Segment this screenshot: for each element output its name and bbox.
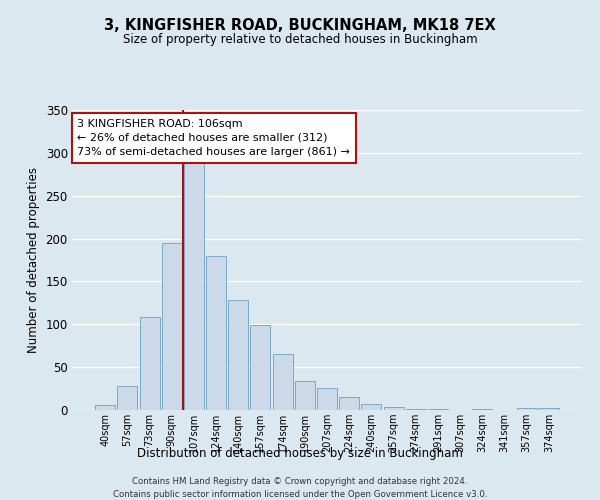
Text: Contains public sector information licensed under the Open Government Licence v3: Contains public sector information licen… xyxy=(113,490,487,499)
Y-axis label: Number of detached properties: Number of detached properties xyxy=(27,167,40,353)
Bar xyxy=(428,409,448,410)
Bar xyxy=(539,408,559,410)
Bar xyxy=(272,354,293,410)
Bar xyxy=(206,256,226,410)
Bar xyxy=(250,325,271,410)
Text: 3, KINGFISHER ROAD, BUCKINGHAM, MK18 7EX: 3, KINGFISHER ROAD, BUCKINGHAM, MK18 7EX xyxy=(104,18,496,32)
Text: Contains HM Land Registry data © Crown copyright and database right 2024.: Contains HM Land Registry data © Crown c… xyxy=(132,478,468,486)
Bar xyxy=(162,243,182,410)
Bar xyxy=(517,408,536,410)
Bar xyxy=(140,316,160,410)
Bar xyxy=(406,409,426,410)
Bar xyxy=(383,408,404,410)
Text: 3 KINGFISHER ROAD: 106sqm
← 26% of detached houses are smaller (312)
73% of semi: 3 KINGFISHER ROAD: 106sqm ← 26% of detac… xyxy=(77,119,350,157)
Text: Distribution of detached houses by size in Buckingham: Distribution of detached houses by size … xyxy=(137,448,463,460)
Bar xyxy=(184,162,204,410)
Bar xyxy=(228,300,248,410)
Bar xyxy=(361,404,382,410)
Text: Size of property relative to detached houses in Buckingham: Size of property relative to detached ho… xyxy=(122,32,478,46)
Bar xyxy=(118,386,137,410)
Bar xyxy=(295,381,315,410)
Bar xyxy=(339,397,359,410)
Bar xyxy=(95,405,115,410)
Bar xyxy=(317,388,337,410)
Bar xyxy=(472,409,492,410)
